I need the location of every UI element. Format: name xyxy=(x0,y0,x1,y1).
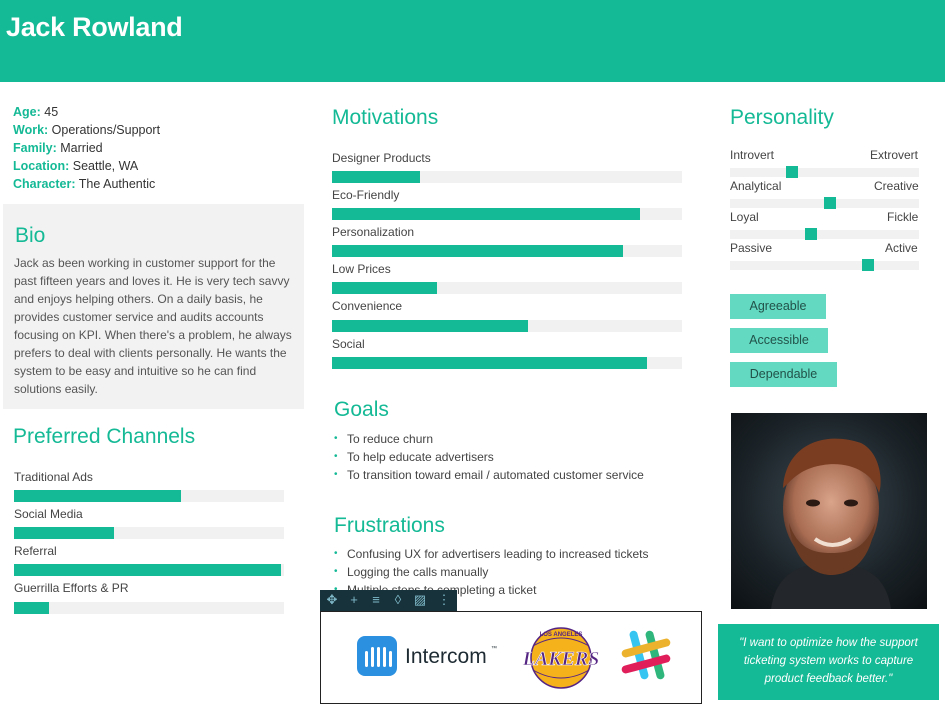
persona-photo xyxy=(731,413,927,609)
demographics: Age: 45 Work: Operations/Support Family:… xyxy=(13,103,160,193)
lakers-arc-text: LOS ANGELES xyxy=(540,632,583,638)
editor-toolbar: ✥ + ≡ ◊ ▨ ⋮ xyxy=(320,590,457,611)
brand-logos[interactable]: Intercom ™ LOS ANGELES LAKERS xyxy=(320,611,702,704)
demo-family-value: Married xyxy=(60,141,103,155)
channel-label: Traditional Ads xyxy=(14,470,93,484)
demo-work: Work: Operations/Support xyxy=(13,121,160,139)
motivation-label: Eco-Friendly xyxy=(332,188,400,202)
channel-bar xyxy=(14,490,284,502)
image-icon[interactable]: ▨ xyxy=(413,592,427,607)
trait-right-label: Fickle xyxy=(887,210,919,224)
goal-item: To reduce churn xyxy=(333,430,644,448)
demo-character-key: Character: xyxy=(13,177,76,191)
trait-slider xyxy=(730,197,919,209)
motivation-bar xyxy=(332,245,682,257)
demo-character: Character: The Authentic xyxy=(13,175,160,193)
frustrations-title: Frustrations xyxy=(334,514,445,537)
tag-dependable: Dependable xyxy=(730,362,837,387)
demo-character-value: The Authentic xyxy=(78,177,156,191)
demo-age: Age: 45 xyxy=(13,103,160,121)
demo-family-key: Family: xyxy=(13,141,57,155)
trait-left-label: Analytical xyxy=(730,179,782,193)
motivation-bar-fill xyxy=(332,208,640,220)
demo-work-key: Work: xyxy=(13,123,49,137)
channels-title: Preferred Channels xyxy=(13,425,196,448)
channel-bar-fill xyxy=(14,527,114,539)
trait-slider xyxy=(730,228,919,240)
trait-right-label: Extrovert xyxy=(870,148,919,162)
demo-family: Family: Married xyxy=(13,139,160,157)
motivation-bar-fill xyxy=(332,282,437,294)
tag-accessible: Accessible xyxy=(730,328,828,353)
goal-item: To help educate advertisers xyxy=(333,448,644,466)
trait-slider-knob xyxy=(786,166,799,178)
demo-age-value: 45 xyxy=(44,105,59,119)
motivation-bar-fill xyxy=(332,357,647,369)
trait-left-label: Introvert xyxy=(730,148,775,162)
channel-bar xyxy=(14,602,284,614)
color-icon[interactable]: ◊ xyxy=(394,592,402,607)
trait-slider-knob xyxy=(824,197,837,209)
demo-age-key: Age: xyxy=(13,105,41,119)
channel-bar-fill xyxy=(14,490,182,502)
channel-bar-fill xyxy=(14,564,282,576)
goals-title: Goals xyxy=(334,398,389,421)
intercom-logo-icon xyxy=(357,636,397,676)
header-banner: Jack Rowland xyxy=(0,0,945,82)
channel-label: Guerrilla Efforts & PR xyxy=(14,581,129,595)
personality-title: Personality xyxy=(730,106,834,129)
motivation-bar xyxy=(332,208,682,220)
motivation-label: Low Prices xyxy=(332,262,391,276)
motivation-bar-fill xyxy=(332,245,623,257)
motivation-bar xyxy=(332,282,682,294)
persona-name: Jack Rowland xyxy=(6,12,183,42)
trait-slider xyxy=(730,259,919,271)
align-icon[interactable]: ≡ xyxy=(372,592,380,607)
motivation-bar-fill xyxy=(332,320,528,332)
trait-left-label: Loyal xyxy=(730,210,759,224)
trait-right-label: Creative xyxy=(874,179,919,193)
more-icon[interactable]: ⋮ xyxy=(437,592,451,607)
trait-slider xyxy=(730,166,919,178)
motivation-bar-fill xyxy=(332,171,420,183)
demo-work-value: Operations/Support xyxy=(51,123,161,137)
channel-bar xyxy=(14,527,284,539)
bio-title: Bio xyxy=(15,224,46,247)
persona-portrait-icon xyxy=(771,438,891,609)
add-icon[interactable]: + xyxy=(350,592,358,607)
bio-panel: Bio Jack as been working in customer sup… xyxy=(3,204,304,409)
trait-left-label: Passive xyxy=(730,241,773,255)
motivation-label: Convenience xyxy=(332,299,403,313)
intercom-wordmark: Intercom xyxy=(405,645,487,668)
motivation-bar xyxy=(332,171,682,183)
motivation-bar xyxy=(332,357,682,369)
demo-location: Location: Seattle, WA xyxy=(13,157,160,175)
trait-right-label: Active xyxy=(885,241,918,255)
tag-agreeable: Agreeable xyxy=(730,294,826,319)
trait-slider-knob xyxy=(861,259,874,271)
channel-label: Social Media xyxy=(14,507,83,521)
goals-list: To reduce churn To help educate advertis… xyxy=(333,430,644,484)
motivation-label: Personalization xyxy=(332,225,415,239)
channel-label: Referral xyxy=(14,544,57,558)
bio-text: Jack as been working in customer support… xyxy=(14,256,292,396)
frustration-item: Confusing UX for advertisers leading to … xyxy=(333,545,648,563)
motivation-label: Designer Products xyxy=(332,151,431,165)
lakers-logo-icon: LOS ANGELES LAKERS xyxy=(521,627,600,689)
channel-bar xyxy=(14,564,284,576)
trait-slider-knob xyxy=(805,228,818,240)
motivation-label: Social xyxy=(332,337,365,351)
move-icon[interactable]: ✥ xyxy=(326,592,338,607)
demo-location-key: Location: xyxy=(13,159,70,173)
motivation-bar xyxy=(332,320,682,332)
goal-item: To transition toward email / automated c… xyxy=(333,466,644,484)
motivations-title: Motivations xyxy=(332,106,439,129)
lakers-wordmark: LAKERS xyxy=(522,648,600,670)
channel-bar-fill xyxy=(14,602,50,614)
slack-logo-icon xyxy=(621,630,671,680)
demo-location-value: Seattle, WA xyxy=(72,159,139,173)
persona-quote: "I want to optimize how the support tick… xyxy=(718,624,939,700)
frustration-item: Logging the calls manually xyxy=(333,563,648,581)
intercom-trademark: ™ xyxy=(491,646,497,652)
